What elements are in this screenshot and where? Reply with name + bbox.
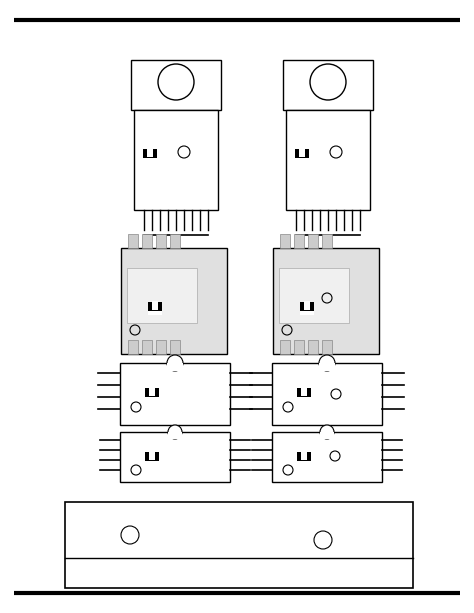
- Bar: [300, 311, 314, 315]
- Circle shape: [167, 355, 183, 371]
- Bar: [170, 234, 180, 248]
- Bar: [301, 387, 307, 395]
- Bar: [295, 158, 309, 162]
- Bar: [322, 340, 332, 354]
- Bar: [170, 340, 180, 354]
- Bar: [148, 302, 162, 314]
- Circle shape: [319, 355, 335, 371]
- Bar: [308, 234, 318, 248]
- Bar: [299, 148, 305, 156]
- Bar: [304, 301, 310, 310]
- Bar: [128, 340, 138, 354]
- Bar: [272, 363, 382, 425]
- Bar: [142, 340, 152, 354]
- Bar: [127, 268, 197, 323]
- Bar: [145, 452, 159, 465]
- Bar: [145, 387, 159, 400]
- Bar: [142, 234, 152, 248]
- Bar: [120, 363, 230, 425]
- Bar: [280, 340, 290, 354]
- Bar: [156, 340, 166, 354]
- Bar: [297, 452, 311, 465]
- Bar: [156, 234, 166, 248]
- Bar: [286, 110, 370, 210]
- Bar: [143, 148, 157, 161]
- Bar: [294, 234, 304, 248]
- Bar: [120, 432, 230, 482]
- Bar: [167, 363, 183, 371]
- Bar: [272, 432, 382, 482]
- Bar: [149, 387, 155, 395]
- Bar: [134, 110, 218, 210]
- Bar: [280, 234, 290, 248]
- Circle shape: [320, 425, 334, 439]
- Bar: [128, 234, 138, 248]
- Bar: [283, 60, 373, 110]
- Bar: [297, 461, 311, 465]
- Bar: [294, 340, 304, 354]
- Bar: [131, 60, 221, 110]
- Bar: [301, 451, 307, 460]
- Bar: [300, 302, 314, 314]
- Bar: [319, 363, 335, 371]
- Bar: [145, 461, 159, 465]
- Bar: [145, 397, 159, 401]
- Bar: [320, 432, 334, 439]
- Bar: [148, 311, 162, 315]
- Bar: [295, 148, 309, 161]
- Circle shape: [168, 425, 182, 439]
- Bar: [273, 248, 379, 354]
- Bar: [297, 387, 311, 400]
- Bar: [121, 248, 227, 354]
- Bar: [168, 432, 182, 439]
- Bar: [152, 301, 158, 310]
- Bar: [279, 268, 349, 323]
- Bar: [65, 502, 413, 588]
- Bar: [149, 451, 155, 460]
- Bar: [147, 148, 153, 156]
- Bar: [322, 234, 332, 248]
- Bar: [308, 340, 318, 354]
- Bar: [143, 158, 157, 162]
- Bar: [297, 397, 311, 401]
